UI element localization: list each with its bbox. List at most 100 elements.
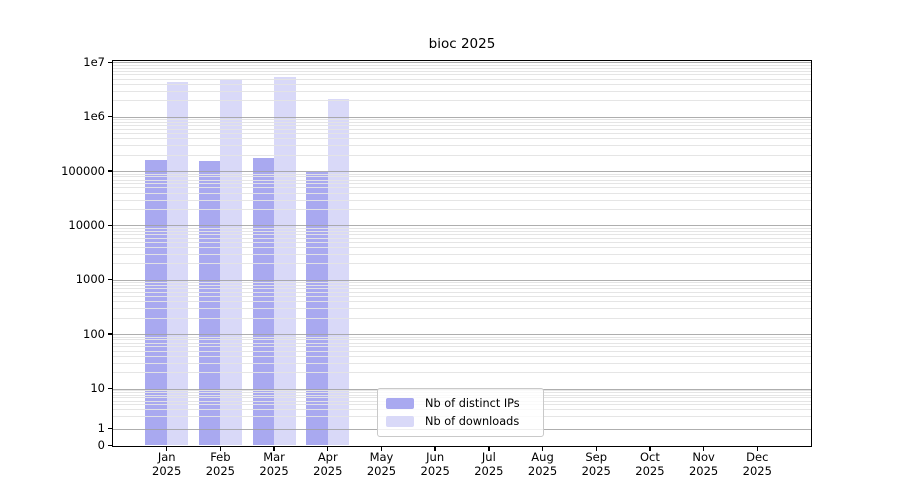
- chart-title: bioc 2025: [428, 36, 496, 52]
- minor-gridline: [113, 67, 811, 69]
- minor-gridline: [113, 138, 811, 140]
- minor-gridline: [113, 173, 811, 175]
- y-tick-mark: [108, 333, 113, 335]
- minor-gridline: [113, 78, 811, 80]
- minor-gridline: [113, 233, 811, 235]
- x-tick-month: Jun: [426, 450, 445, 464]
- minor-gridline: [113, 176, 811, 178]
- x-tick-label: Apr 2025: [290, 450, 366, 478]
- minor-gridline: [113, 296, 811, 298]
- x-tick-label: Aug 2025: [505, 450, 581, 478]
- minor-gridline: [113, 247, 811, 249]
- legend-swatch-distinct-ips-icon: [386, 397, 414, 410]
- minor-gridline: [113, 199, 811, 201]
- x-tick-mark: [702, 446, 705, 451]
- x-tick-month: Oct: [639, 450, 660, 464]
- major-gridline: [113, 279, 811, 281]
- x-tick-label: Mar 2025: [236, 450, 312, 478]
- x-tick-label: Oct 2025: [612, 450, 688, 478]
- minor-gridline: [113, 301, 811, 303]
- x-tick-year: 2025: [313, 463, 343, 478]
- minor-gridline: [113, 154, 811, 156]
- x-tick-month: Dec: [746, 450, 769, 464]
- bar-downloads: [220, 78, 242, 446]
- y-tick-mark: [108, 116, 113, 118]
- y-tick-mark: [108, 170, 113, 172]
- x-tick-mark: [488, 446, 490, 451]
- major-gridline: [113, 225, 811, 227]
- minor-gridline: [113, 346, 811, 348]
- minor-gridline: [113, 317, 811, 319]
- x-tick-mark: [595, 446, 597, 451]
- x-tick-mark: [380, 446, 383, 451]
- x-tick-year: 2025: [259, 463, 289, 478]
- minor-gridline: [113, 128, 811, 130]
- minor-gridline: [113, 372, 811, 374]
- x-tick-year: 2025: [366, 463, 397, 478]
- y-tick-mark: [108, 427, 113, 430]
- minor-gridline: [113, 362, 811, 364]
- bar-downloads: [274, 76, 296, 446]
- minor-gridline: [113, 355, 811, 357]
- x-tick-label: Jul 2025: [451, 450, 527, 478]
- x-tick-month: Apr: [317, 450, 338, 464]
- minor-gridline: [113, 342, 811, 344]
- minor-gridline: [113, 282, 811, 284]
- minor-gridline: [113, 241, 811, 243]
- bar-distinct-ips: [198, 161, 221, 446]
- y-tick-label: 10: [90, 381, 105, 395]
- x-tick-year: 2025: [635, 463, 665, 478]
- y-tick-label: 1e6: [83, 109, 105, 124]
- minor-gridline: [113, 209, 811, 211]
- y-tick-label: 10000: [68, 217, 105, 232]
- minor-gridline: [113, 187, 811, 189]
- x-tick-label: Sep 2025: [558, 450, 634, 478]
- minor-gridline: [113, 100, 811, 102]
- x-tick-mark: [649, 446, 651, 451]
- minor-gridline: [113, 350, 811, 352]
- x-tick-month: Aug: [531, 450, 554, 464]
- x-tick-year: 2025: [742, 463, 772, 478]
- major-gridline: [113, 334, 811, 336]
- minor-gridline: [113, 227, 811, 229]
- y-tick-mark: [108, 61, 113, 64]
- legend-row: Nb of downloads: [386, 413, 535, 430]
- minor-gridline: [113, 183, 811, 185]
- x-tick-label: Jan 2025: [129, 450, 205, 478]
- y-tick-mark: [108, 387, 113, 390]
- x-tick-mark: [219, 446, 222, 451]
- y-tick-label: 100000: [61, 163, 105, 178]
- minor-gridline: [113, 64, 811, 66]
- minor-gridline: [113, 237, 811, 239]
- x-tick-year: 2025: [205, 463, 236, 478]
- x-tick-month: Feb: [210, 450, 231, 464]
- x-tick-label: Jun 2025: [397, 450, 473, 478]
- minor-gridline: [113, 179, 811, 181]
- bar-distinct-ips: [145, 159, 167, 446]
- minor-gridline: [113, 84, 811, 86]
- y-tick-label: 1: [97, 421, 105, 435]
- x-tick-year: 2025: [527, 463, 558, 478]
- major-gridline: [113, 171, 811, 173]
- x-tick-mark: [165, 446, 168, 451]
- x-tick-label: Feb 2025: [182, 450, 258, 478]
- legend-row: Nb of distinct IPs: [386, 395, 535, 412]
- minor-gridline: [113, 70, 811, 72]
- x-tick-mark: [756, 446, 758, 451]
- minor-gridline: [113, 336, 811, 338]
- minor-gridline: [113, 253, 811, 255]
- x-tick-label: May 2025: [343, 450, 419, 478]
- x-tick-mark: [434, 446, 436, 451]
- minor-gridline: [113, 288, 811, 290]
- x-tick-mark: [541, 446, 544, 451]
- x-tick-month: Sep: [585, 450, 608, 464]
- minor-gridline: [113, 145, 811, 147]
- x-tick-year: 2025: [581, 463, 611, 478]
- minor-gridline: [113, 230, 811, 232]
- y-tick-mark: [108, 224, 113, 227]
- y-tick-label: 1e7: [83, 54, 105, 69]
- x-tick-month: Jul: [481, 450, 496, 464]
- minor-gridline: [113, 122, 811, 124]
- minor-gridline: [113, 90, 811, 92]
- minor-gridline: [113, 192, 811, 194]
